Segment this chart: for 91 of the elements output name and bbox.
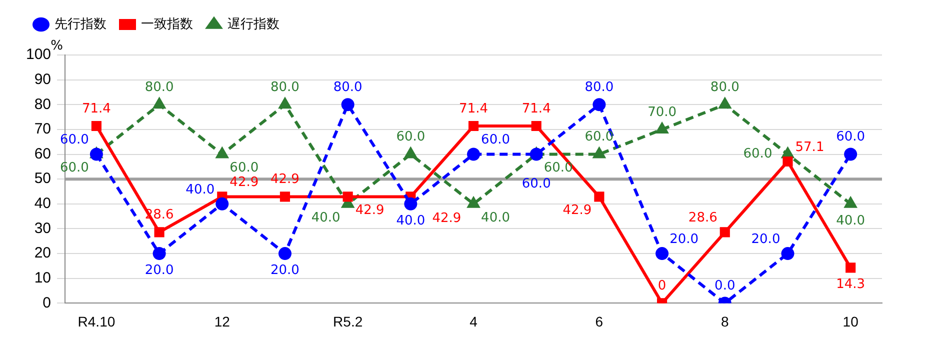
data-label: 28.6: [688, 210, 718, 226]
point: [342, 192, 353, 202]
point: [154, 227, 164, 238]
data-label: 42.9: [432, 211, 462, 226]
data-label: 60.0: [836, 130, 866, 145]
point: [781, 247, 794, 260]
data-label: 60.0: [481, 132, 510, 148]
point: [782, 148, 794, 158]
point: [91, 120, 102, 132]
y-tick-label: 10: [34, 270, 52, 287]
point: [592, 98, 606, 112]
y-axis-title: %: [50, 38, 64, 54]
point: [216, 148, 228, 158]
y-tick-label: 90: [34, 70, 52, 88]
data-label: 0.0: [714, 278, 736, 294]
point: [468, 197, 480, 208]
data-label: 60.0: [230, 160, 259, 176]
point: [341, 98, 354, 112]
data-label: 60.0: [396, 130, 426, 145]
data-label: 40.0: [396, 213, 426, 228]
data-label: 60.0: [743, 146, 772, 162]
x-tick-label: 10: [842, 313, 859, 330]
x-tick-label: 12: [214, 313, 230, 330]
legend-label: 一致指数: [141, 16, 193, 32]
y-tick-label: 60: [34, 145, 52, 162]
point: [719, 98, 731, 109]
x-tick-label: R4.10: [78, 313, 116, 330]
data-label: 14.3: [836, 277, 866, 292]
point: [404, 148, 416, 158]
point: [530, 148, 543, 161]
data-label: 80.0: [144, 80, 174, 96]
data-label: 60.0: [60, 132, 89, 148]
y-tick-label: 40: [34, 195, 52, 212]
data-label: 40.0: [836, 213, 866, 228]
y-tick-label: 30: [34, 220, 52, 237]
point: [846, 262, 856, 273]
data-label: 20.0: [751, 232, 780, 247]
point: [656, 122, 668, 134]
data-label: 80.0: [584, 80, 614, 96]
data-label: 20.0: [144, 262, 174, 278]
data-label: 42.9: [230, 175, 259, 190]
y-tick-label: 50: [34, 170, 52, 188]
point: [280, 192, 290, 202]
x-tick-label: 6: [595, 313, 604, 330]
point: [656, 247, 669, 260]
data-label: 60.0: [544, 160, 573, 176]
point: [720, 227, 730, 238]
point: [153, 98, 166, 109]
point: [90, 148, 103, 161]
point: [593, 148, 606, 158]
data-label: 42.9: [562, 203, 592, 218]
point: [216, 197, 229, 210]
point: [531, 120, 542, 132]
y-tick-label: 0: [42, 294, 52, 312]
legend-label: 先行指数: [54, 16, 106, 32]
data-label: 0: [658, 278, 666, 294]
point: [152, 247, 166, 260]
data-label: 40.0: [311, 210, 340, 226]
point: [468, 120, 479, 132]
data-label: 20.0: [670, 232, 699, 247]
point: [278, 247, 292, 260]
data-label: 71.4: [459, 101, 488, 116]
data-label: 71.4: [522, 101, 551, 116]
point: [844, 148, 858, 161]
point: [404, 197, 418, 210]
data-label: 70.0: [648, 104, 677, 120]
x-tick-label: R5.2: [333, 313, 363, 330]
y-tick-label: 70: [34, 120, 52, 138]
data-label: 42.9: [270, 172, 300, 188]
point: [594, 192, 604, 202]
x-tick-label: 4: [470, 313, 478, 330]
data-label: 40.0: [481, 210, 510, 226]
data-label: 80.0: [270, 80, 300, 96]
data-label: 60.0: [522, 176, 551, 192]
data-label: 42.9: [355, 203, 384, 218]
data-label: 80.0: [710, 80, 740, 96]
y-tick-label: 20: [34, 244, 52, 262]
data-label: 80.0: [333, 80, 362, 96]
data-label: 57.1: [795, 140, 824, 155]
y-tick-label: 80: [34, 96, 52, 113]
point: [844, 197, 856, 208]
data-label: 40.0: [186, 182, 215, 198]
y-tick-label: 100: [26, 46, 52, 64]
data-label: 20.0: [270, 262, 300, 278]
point: [782, 156, 793, 167]
data-label: 71.4: [82, 101, 111, 116]
point: [279, 98, 291, 109]
x-tick-label: 8: [720, 313, 729, 330]
data-label: 60.0: [584, 130, 614, 145]
legend-label: 遅行指数: [228, 16, 280, 32]
point: [467, 148, 480, 161]
